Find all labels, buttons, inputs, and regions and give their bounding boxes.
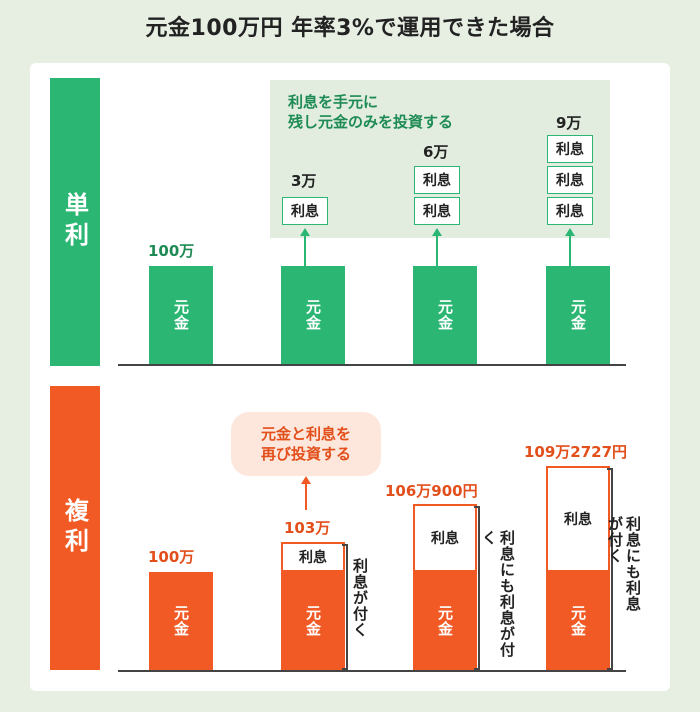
- simple-bar-4-arrow: [569, 234, 571, 267]
- compound-bar-1-label: 100万: [148, 548, 195, 566]
- compound-bar-3-bracket: [474, 506, 480, 670]
- compound-bar-3-interest: 利息: [413, 504, 477, 572]
- compound-bar-2-label: 103万: [284, 519, 331, 537]
- compound-bar-3-label: 106万900円: [385, 482, 478, 500]
- compound-bar-4-interest: 利息: [546, 466, 610, 572]
- compound-bar-3-note: 利息にも利息が付く: [480, 530, 516, 658]
- simple-bar-4-arrowhead: [565, 228, 575, 236]
- compound-bar-2-arrowhead: [301, 476, 311, 484]
- compound-bar-2-bracket: [342, 544, 348, 670]
- simple-bar-2-interest-1: 利息: [282, 197, 328, 225]
- page-title: 元金100万円 年率3%で運用できた場合: [145, 16, 555, 41]
- simple-bar-3-label: 6万: [423, 143, 449, 161]
- simple-baseline: [118, 364, 626, 366]
- simple-bar-4-label: 9万: [556, 114, 582, 132]
- simple-bar-4-interest-2: 利息: [547, 166, 593, 194]
- simple-bar-3-principal: 元金: [413, 266, 477, 364]
- simple-bar-1-principal: 元金: [149, 266, 213, 364]
- compound-bar-2-note: 利息が付く: [351, 558, 369, 638]
- compound-bar-4-label: 109万2727円: [524, 443, 628, 461]
- compound-bar-4-note: 利息にも利息が付く: [606, 516, 642, 612]
- simple-bar-1-label: 100万: [148, 242, 195, 260]
- compound-bar-2-arrow: [305, 482, 307, 510]
- simple-bar-4-interest-1: 利息: [547, 135, 593, 163]
- simple-bar-3-arrow: [436, 234, 438, 267]
- compound-baseline: [118, 670, 626, 672]
- simple-bar-3-interest-2: 利息: [414, 197, 460, 225]
- compound-bar-3-principal: 元金: [413, 572, 477, 670]
- simple-bar-2-label: 3万: [291, 172, 317, 190]
- compound-bar-2-principal: 元金: [281, 572, 345, 670]
- simple-bar-2-arrow: [304, 234, 306, 267]
- compound-bar-4-principal: 元金: [546, 572, 610, 670]
- simple-note-text: 利息を手元に 残し元金のみを投資する: [288, 93, 454, 132]
- simple-bar-3-arrowhead: [432, 228, 442, 236]
- simple-bar-4-interest-3: 利息: [547, 197, 593, 225]
- compound-bar-4-bracket: [607, 468, 613, 670]
- simple-bar-4-principal: 元金: [546, 266, 610, 364]
- compound-bar-1-principal: 元金: [149, 572, 213, 670]
- compound-interest-label: 複利: [50, 386, 100, 670]
- simple-interest-label: 単利: [50, 78, 100, 366]
- simple-bar-3-interest-1: 利息: [414, 166, 460, 194]
- compound-note-bubble: 元金と利息を 再び投資する: [231, 412, 381, 476]
- compound-bar-2-interest: 利息: [281, 542, 345, 572]
- simple-bar-2-principal: 元金: [281, 266, 345, 364]
- simple-bar-2-arrowhead: [300, 228, 310, 236]
